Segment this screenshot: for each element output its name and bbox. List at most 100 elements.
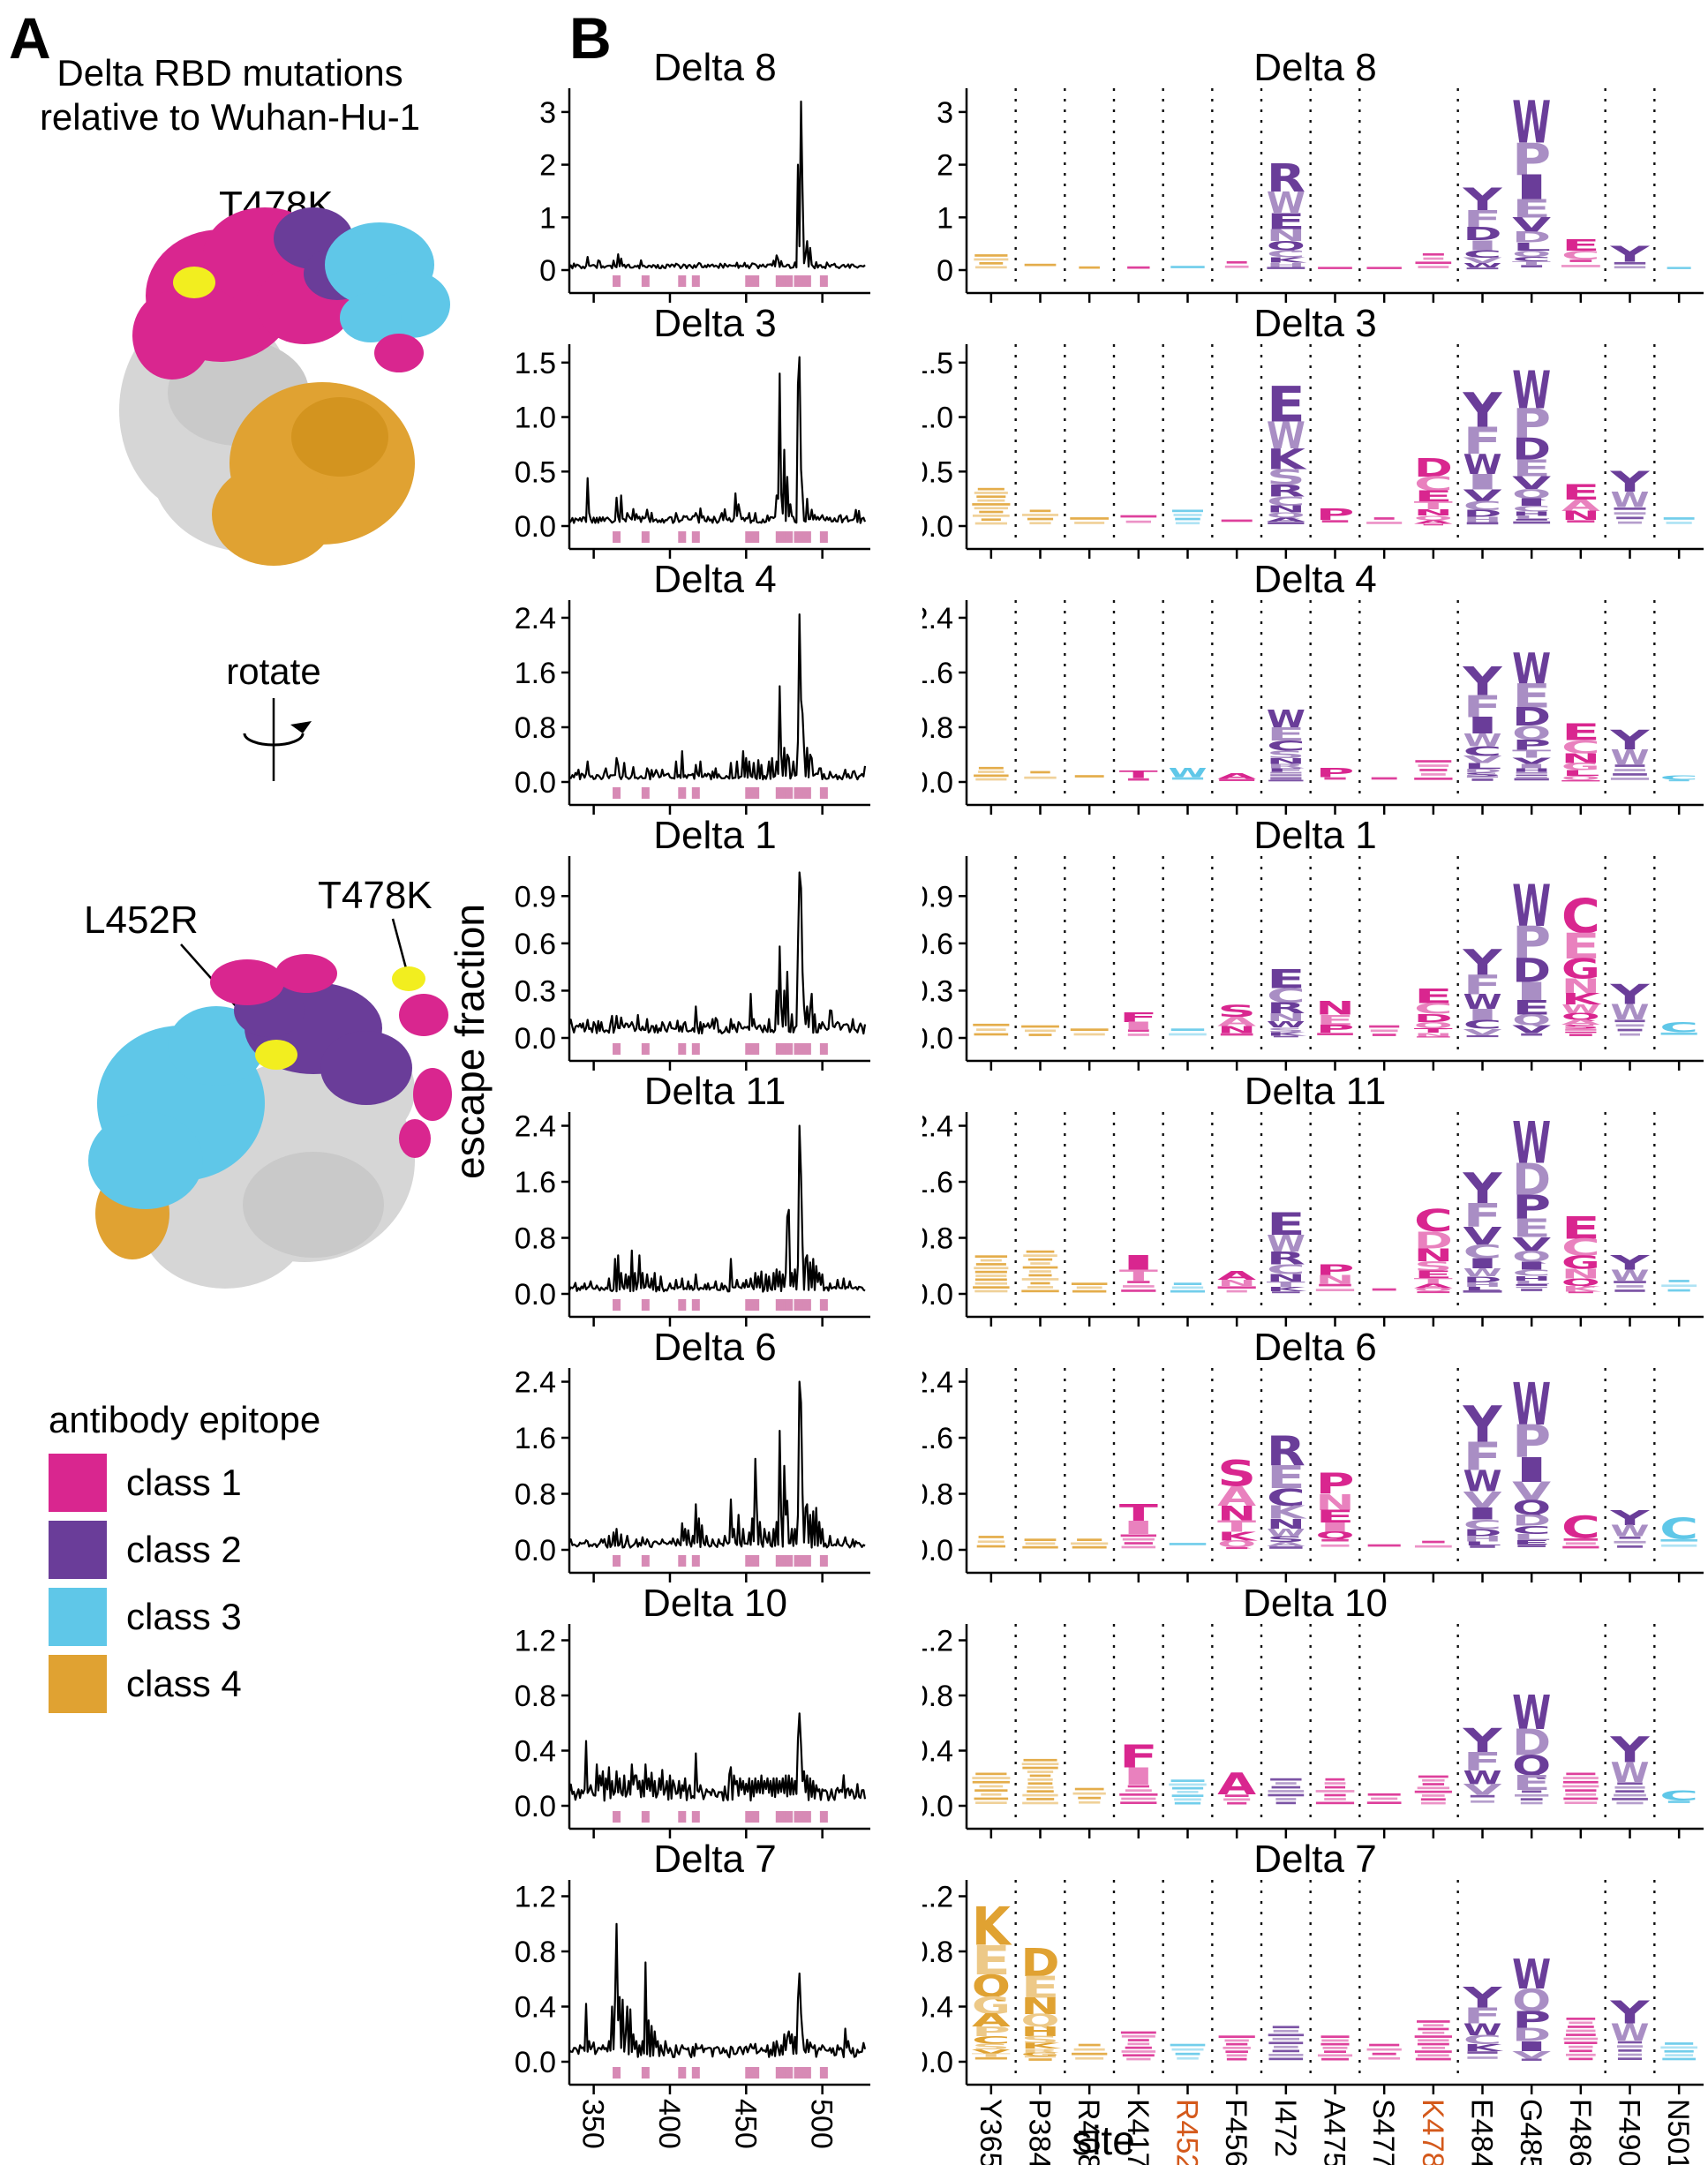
logo-stripe [1521,265,1543,267]
logo-stripe [1422,1783,1445,1785]
site-mark [691,1555,700,1567]
logo-stripe [1418,266,1449,268]
site-mark [796,275,805,287]
logo-stripe [1463,1289,1502,1293]
site-mark [613,531,621,543]
logo-letter: S [1561,1026,1600,1031]
y-tick-label: 0.8 [515,1936,556,1969]
row-title-logo: Delta 11 [1244,1070,1387,1113]
legend-label: class 3 [126,1596,242,1637]
logo-stripe [1174,1801,1201,1805]
logo-letter: W [1463,1267,1502,1279]
logo-stripe [974,1282,1007,1285]
logo-letter: W [1463,1768,1502,1790]
y-tick-label: 1 [539,201,556,235]
logo-column-N501 [1667,267,1691,269]
logo-column-A475 [1315,1778,1355,1805]
logo-smudge [1565,1031,1597,1034]
logo-letter: K [1267,1033,1312,1038]
logo-letter: W [1561,1003,1600,1017]
logo-stripe [1668,1280,1689,1282]
logo-stripe [1321,1538,1349,1542]
logo-letter: V [1512,473,1553,493]
logo-column-F490: YW [1609,465,1651,524]
logo-stripe [981,1793,1002,1796]
logo-stripe [974,1255,1008,1258]
logo-letter: Q [1267,240,1305,254]
logo-letter: Q [1267,511,1306,520]
escape-line [568,1712,867,1802]
site-mark [802,1811,811,1823]
logo-letter: W [1512,1111,1551,1177]
logo-stripe [1127,1034,1149,1036]
logo-letter: S [1414,1259,1453,1274]
logo-smudge [1270,774,1302,776]
logo-stripe [1268,1790,1305,1793]
logo-letter: H [1512,1274,1551,1282]
logo-stripe [974,492,1008,494]
logo-letter: I [1512,763,1551,771]
logo-stripe [1024,1538,1057,1541]
logo-letter: A [1267,517,1307,523]
logo-stripe [1026,1250,1055,1253]
site-mark [751,531,760,543]
logo-stripe [1321,2039,1349,2042]
logo-stripe [1371,777,1397,780]
logo-stripe [1614,1793,1646,1797]
mutation-site-t478k-top [173,267,215,298]
site-mark [796,1299,805,1311]
site-label-R452: R452 [1170,2099,1204,2165]
logo-letter: D [1512,1512,1551,1530]
panel-b-label: B [569,5,612,71]
logo-letter: G [972,1993,1011,2020]
logo-letter: W [1169,767,1208,781]
logo-letter: C [1659,1787,1698,1804]
logo-letter: E [1414,1268,1454,1281]
logo-letter: I [1463,1255,1502,1272]
logo-stripe [1171,1786,1204,1790]
legend-label: class 4 [126,1663,242,1704]
escape-line [568,871,867,1035]
y-tick-label: 0.4 [515,1735,556,1769]
logo-letter: W [1463,2021,1502,2040]
logo-letter: P [1512,1188,1551,1227]
logo-stripe [1177,1791,1199,1793]
logo-stripe [1569,2021,1593,2025]
logo-letter: K [1021,2042,1063,2051]
logo-stripe [1563,1797,1599,1800]
logo-letter: V [1463,487,1502,506]
logo-stripe [974,266,1007,269]
logo-letter: T [1119,1500,1160,1527]
logo-stripe [1073,2048,1105,2051]
logo-letter: F [1119,1011,1158,1026]
logo-stripe [1569,259,1592,262]
y-tick-label: 0.0 [922,766,953,800]
logo-stripe [1517,1545,1546,1547]
logo-stripe [974,507,1008,510]
logo-stripe [1567,520,1595,523]
logo-stripe [1321,2042,1350,2046]
y-tick-label: 0.0 [515,766,556,800]
y-tick-label: 0.0 [515,1022,556,1056]
site-mark [802,1555,811,1567]
logo-stripe [1414,1790,1452,1793]
logo-letter: P [1512,1416,1551,1468]
line-chart-delta-4: 0.0 0.8 1.6 2.4 [515,600,870,815]
logo-stripe [1315,1801,1355,1805]
logo-letter: Y [1609,1996,1652,2032]
logo-letter: L [1512,515,1561,521]
legend-item-class1: class 1 [49,1454,349,1512]
logo-stripe [1366,1801,1402,1804]
y-tick-label: 0.0 [922,1022,953,1056]
y-tick-label: 0.8 [922,1680,953,1713]
logo-stripe [1021,1289,1059,1293]
y-tick-label: 0.3 [922,974,953,1008]
logo-stripe [973,1286,1010,1289]
row-title-line: Delta 7 [653,1838,777,1881]
logo-letter: Q [1512,250,1551,259]
logo-stripe [1272,2026,1299,2029]
